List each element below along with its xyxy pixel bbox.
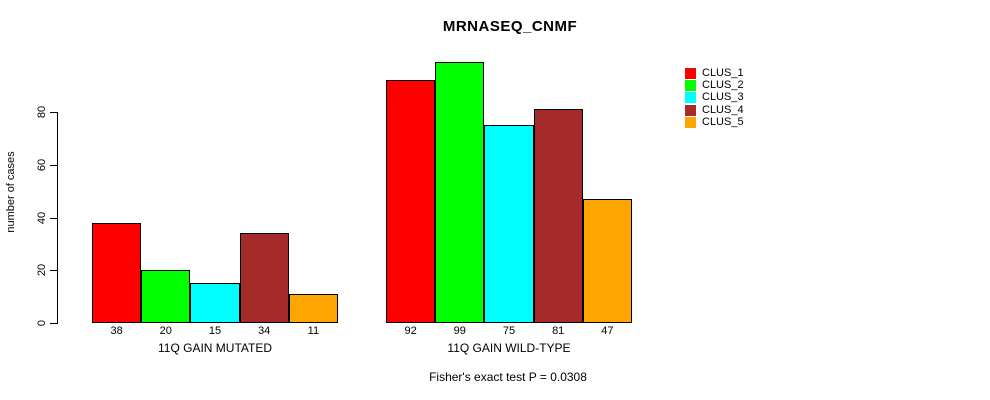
bar-value-label: 15: [208, 325, 222, 337]
legend-label: CLUS_1: [702, 66, 744, 79]
bar-value-label: 47: [601, 325, 614, 337]
bar-value-label: 92: [404, 325, 417, 337]
bar-value-label: 75: [502, 325, 516, 337]
bar-clus_4-group2: [533, 109, 583, 323]
legend-label: CLUS_4: [702, 103, 744, 116]
legend-row: CLUS_3: [685, 92, 744, 104]
y-tick-label: 0: [36, 319, 48, 327]
bar-clus_3-group1: [190, 283, 240, 323]
legend-swatch: [685, 67, 696, 79]
group-label: 11Q GAIN MUTATED: [157, 341, 273, 355]
bar-clus_2-group1: [141, 270, 191, 323]
bar-clus_1-group1: [92, 222, 142, 323]
legend-label: CLUS_5: [702, 116, 744, 129]
y-tick-mark: [50, 323, 57, 324]
group-label: 11Q GAIN WILD-TYPE: [447, 341, 571, 355]
bar-clus_5-group1: [288, 293, 338, 323]
bar-clus_3-group2: [484, 125, 534, 323]
y-tick-label: 20: [36, 264, 48, 277]
y-tick-mark: [50, 164, 57, 166]
y-tick-mark: [50, 270, 57, 272]
bar-value-label: 20: [159, 325, 172, 337]
legend-label: CLUS_2: [702, 79, 744, 92]
legend-swatch: [685, 80, 696, 92]
bar-value-label: 81: [552, 325, 565, 337]
legend-swatch: [685, 117, 696, 129]
fisher-test-note: Fisher's exact test P = 0.0308: [429, 370, 587, 384]
legend-label: CLUS_3: [702, 91, 744, 104]
bar-clus_4-group1: [239, 233, 289, 323]
chart-title: MRNASEQ_CNMF: [442, 18, 578, 35]
legend-row: CLUS_5: [685, 117, 744, 129]
y-axis-line: [57, 112, 58, 324]
bar-clus_1-group2: [386, 80, 436, 323]
y-tick-label: 80: [36, 105, 48, 119]
bar-value-label: 34: [258, 325, 271, 337]
bar-value-label: 99: [453, 325, 466, 337]
legend-row: CLUS_1: [685, 67, 744, 79]
y-tick-label: 60: [36, 158, 48, 171]
bar-clus_2-group2: [435, 61, 485, 323]
y-axis-title: number of cases: [5, 151, 17, 233]
bar-clus_5-group2: [582, 199, 632, 323]
bar-value-label: 38: [110, 325, 123, 337]
legend-row: CLUS_2: [685, 79, 744, 92]
y-tick-label: 40: [36, 211, 48, 224]
legend-swatch: [685, 92, 696, 104]
legend-swatch: [685, 104, 696, 116]
legend-row: CLUS_4: [685, 104, 744, 116]
legend: CLUS_1 CLUS_2 CLUS_3 CLUS_4 CLUS_5: [685, 67, 744, 129]
bar-value-label: 11: [307, 325, 320, 337]
y-tick-mark: [50, 217, 57, 219]
y-tick-mark: [50, 112, 57, 113]
